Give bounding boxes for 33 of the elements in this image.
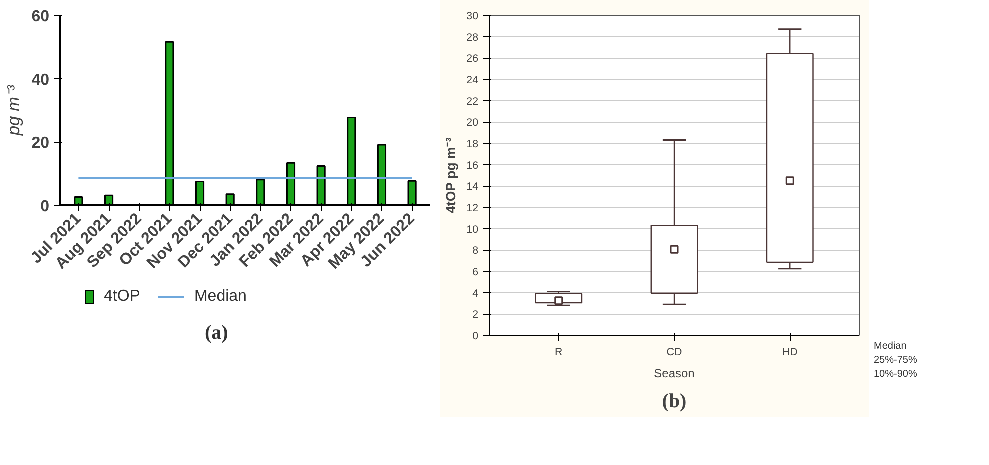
x-tick-label: CD — [666, 346, 682, 358]
y-tick-label: 26 — [466, 53, 479, 66]
x-axis-title: Season — [654, 366, 695, 380]
y-tick-label: 60 — [32, 8, 50, 26]
y-tick-label: 4 — [472, 288, 479, 300]
text: 10%-90% — [874, 368, 918, 382]
y-tick-label: 22 — [466, 96, 479, 108]
y-tick-label: 0 — [472, 330, 479, 342]
text: Median — [874, 340, 908, 354]
y-tick-label: 10 — [466, 224, 479, 236]
y-axis-title: pg m⁻³ — [4, 84, 24, 137]
y-tick-label: 6 — [472, 266, 479, 278]
y-tick-label: 14 — [466, 181, 479, 194]
y-tick-label: 8 — [472, 245, 479, 258]
y-tick-label: 30 — [466, 10, 479, 22]
y-tick-label: 16 — [466, 160, 479, 172]
y-tick-label: 20 — [466, 117, 479, 130]
text: (b) — [662, 390, 687, 412]
y-tick-label: 40 — [32, 72, 50, 89]
y-tick-label: 24 — [466, 74, 479, 86]
x-tick-label: HD — [782, 346, 798, 358]
y-tick-label: 0 — [40, 198, 50, 216]
y-tick-label: 28 — [466, 32, 479, 44]
y-tick-label: 20 — [32, 135, 50, 152]
text: 25%-75% — [874, 354, 918, 368]
y-axis-title: 4tOP pg m⁻³ — [444, 137, 459, 214]
legend-label: Median — [193, 288, 247, 305]
legend-label: 4tOP — [103, 288, 140, 305]
y-tick-label: 18 — [466, 138, 479, 150]
y-tick-label: 12 — [466, 202, 479, 214]
x-tick-label: R — [555, 346, 564, 358]
text: (a) — [205, 320, 228, 346]
y-tick-label: 2 — [472, 309, 479, 322]
